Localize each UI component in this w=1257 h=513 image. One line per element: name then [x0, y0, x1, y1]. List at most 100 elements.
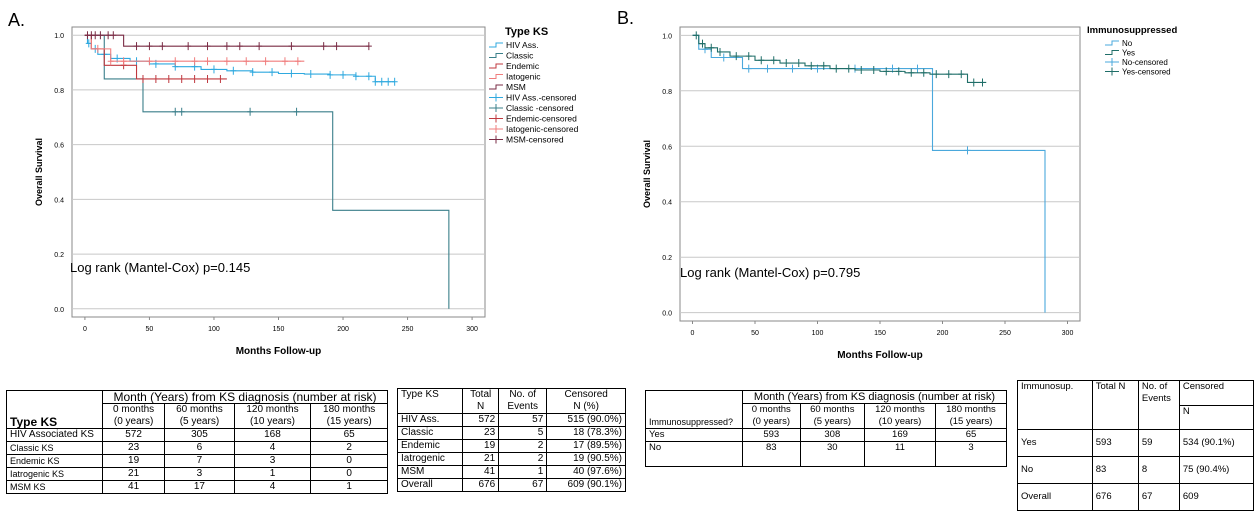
- censor-mark: [307, 70, 314, 79]
- censor-mark: [733, 52, 740, 61]
- censor-mark: [146, 42, 153, 51]
- censor-mark: [870, 65, 877, 74]
- censor-mark: [770, 56, 777, 65]
- censor-mark: [204, 57, 211, 66]
- table-cell: 41: [462, 465, 500, 479]
- legend-swatch-step: [1105, 40, 1119, 46]
- legend-item-label: Classic -censored: [506, 103, 574, 113]
- table-cell: 534 (90.1%): [1178, 429, 1255, 457]
- table-cell: Endemic: [396, 439, 464, 453]
- censor-mark: [204, 74, 211, 83]
- censor-mark: [391, 77, 398, 86]
- table-cell: 23: [101, 441, 166, 455]
- legend-swatch-step: [489, 42, 503, 48]
- table-cell: 65: [310, 428, 388, 442]
- censor-mark: [693, 31, 700, 40]
- legend-title: Immunosuppressed: [1087, 25, 1177, 36]
- log-rank-annotation: Log rank (Mantel-Cox) p=0.795: [680, 265, 860, 280]
- table-cell: Yes: [1017, 429, 1093, 457]
- table-b-corner: [645, 390, 743, 404]
- table-b-col-0-l2: (0 years): [752, 416, 790, 427]
- table-cell: 1: [233, 467, 312, 481]
- y-tick-label: 0.0: [54, 307, 64, 314]
- table-row: Classic KS 23 6 4 2: [6, 441, 388, 455]
- legend-item-label: Yes-censored: [1122, 68, 1171, 77]
- table-a-row-0-label: HIV Associated KS: [6, 428, 103, 442]
- legend-swatch-censor: [1105, 58, 1119, 66]
- censor-mark: [945, 70, 952, 79]
- table-cell: 18 (78.3%): [546, 426, 626, 440]
- table-b-row-header: Immunosuppressed?: [645, 403, 743, 429]
- legend-item-label: Iatogenic-censored: [506, 124, 579, 134]
- table-cell: 59: [1137, 429, 1180, 457]
- censor-mark: [223, 57, 230, 66]
- censor-mark: [365, 42, 372, 51]
- table-cell: 308: [799, 428, 865, 442]
- censor-mark: [764, 64, 771, 73]
- table-a-row-3-label: Iatrogenic KS: [6, 467, 103, 481]
- censor-mark: [262, 57, 269, 66]
- y-tick-label: 0.2: [54, 252, 64, 259]
- table-b-col-1-l1: 60 months: [810, 404, 855, 415]
- censor-mark: [204, 42, 211, 51]
- censor-mark: [288, 42, 295, 51]
- censor-mark: [789, 64, 796, 73]
- censor-mark: [152, 74, 159, 83]
- censor-mark: [172, 57, 179, 66]
- censor-mark: [256, 42, 263, 51]
- table-cell: 609 (90.1%): [546, 478, 626, 492]
- table-cell: 2: [498, 452, 548, 466]
- censor-mark: [94, 44, 101, 53]
- table-b-col-2-l2: (10 years): [878, 416, 922, 427]
- table-cell: 1: [498, 465, 548, 479]
- censor-mark: [933, 70, 940, 79]
- censor-mark: [269, 68, 276, 77]
- x-tick-label: 150: [273, 326, 285, 333]
- table-row: Iatrogenic KS 21 3 1 0: [6, 467, 388, 481]
- table-b-col-3-l1: 180 months: [946, 404, 996, 415]
- table-cell: 1: [310, 480, 388, 494]
- table-a-col-3-l1: 180 months: [323, 404, 376, 415]
- censor-mark: [958, 70, 965, 79]
- censor-mark: [320, 42, 327, 51]
- x-tick-label: 0: [83, 326, 87, 333]
- censor-mark: [247, 107, 254, 116]
- legend-item-label: MSM-censored: [506, 135, 564, 145]
- table-cell: 19 (90.5%): [546, 452, 626, 466]
- table-a-ev-h3: Censored N (%): [546, 388, 626, 414]
- table-cell: Overall: [396, 478, 464, 492]
- table-cell: 7: [164, 454, 235, 468]
- x-tick-label: 300: [466, 326, 478, 333]
- x-tick-label: 50: [751, 330, 759, 337]
- table-row: HIV Ass. 572 57 515 (90.0%): [396, 413, 626, 427]
- table-cell: 23: [462, 426, 500, 440]
- censor-mark: [908, 68, 915, 77]
- censor-mark: [808, 61, 815, 70]
- table-b-events: Immunosup. Total N No. of Events Censore…: [1017, 380, 1255, 511]
- legend-swatch-censor: [489, 93, 503, 102]
- y-tick-label: 1.0: [54, 33, 64, 40]
- table-cell: 305: [164, 428, 235, 442]
- table-b-col-0-l1: 0 months: [751, 404, 791, 415]
- table-b-top-header: Month (Years) from KS diagnosis (number …: [741, 390, 1008, 404]
- y-axis-label: Overall Survival: [642, 140, 652, 208]
- table-cell: 17: [164, 480, 235, 494]
- censor-mark: [795, 59, 802, 68]
- table-a-row-2-label: Endemic KS: [6, 454, 103, 468]
- y-axis-label: Overall Survival: [34, 138, 44, 206]
- legend-item-label: Endemic: [506, 61, 540, 71]
- table-cell: 5: [498, 426, 548, 440]
- censor-mark: [378, 77, 385, 86]
- censor-mark: [243, 57, 250, 66]
- censor-mark: [97, 31, 104, 40]
- censor-mark: [883, 67, 890, 76]
- table-row: MSM 41 1 40 (97.6%): [396, 465, 626, 479]
- x-tick-label: 0: [691, 330, 695, 337]
- censor-mark: [717, 47, 723, 56]
- x-tick-label: 300: [1062, 330, 1074, 337]
- table-a-row-4-label: MSM KS: [6, 480, 103, 494]
- censor-mark: [146, 57, 153, 66]
- x-axis-label: Months Follow-up: [837, 350, 923, 361]
- table-row: Yes 593 308 169 65: [645, 428, 1008, 442]
- table-row: No 83 30 11 3: [645, 441, 1008, 467]
